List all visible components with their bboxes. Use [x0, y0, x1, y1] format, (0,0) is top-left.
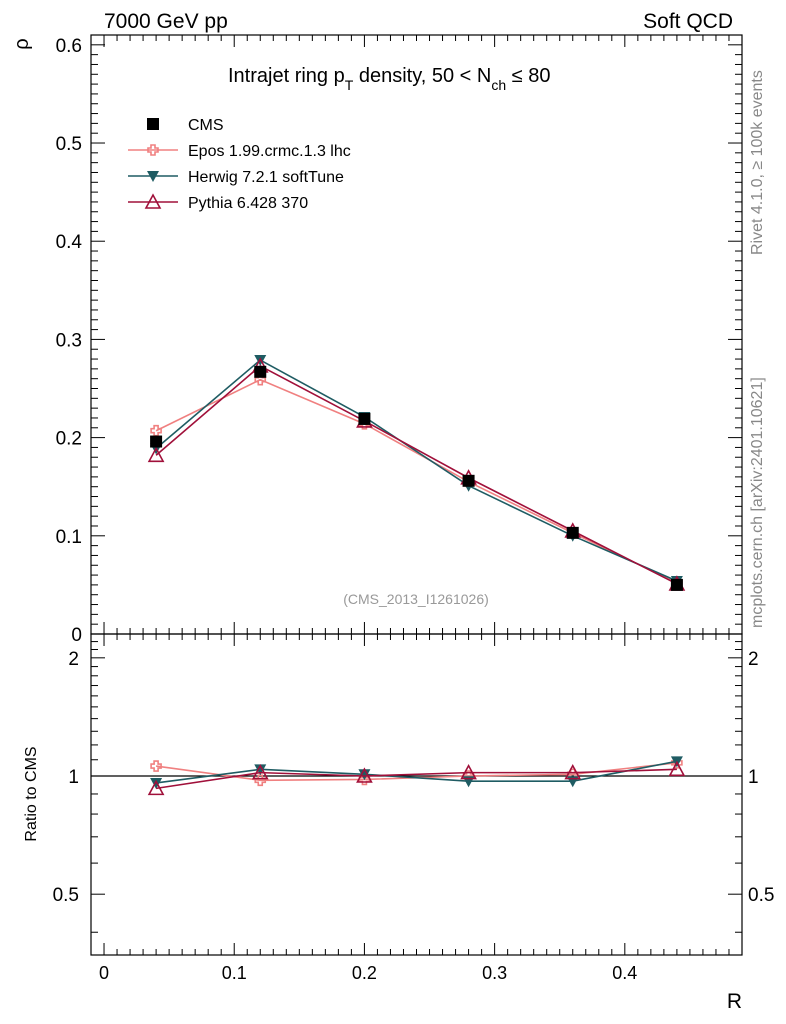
y-tick-label: 0.5: [56, 134, 82, 155]
ratio-y-axis-label: Ratio to CMS: [23, 746, 40, 841]
ratio-point-pythia-6-428-370: [460, 763, 477, 780]
data-point-cms: [358, 412, 371, 425]
x-tick-label: 0.4: [612, 963, 637, 983]
series-layer: [147, 355, 686, 796]
data-point-cms: [670, 578, 683, 591]
x-tick-label: 0.2: [352, 963, 377, 983]
ratio-tick-label-left: 2: [68, 649, 79, 670]
ratio-point-pythia-6-428-370: [251, 763, 269, 780]
y-tick-label: 0.1: [56, 527, 82, 548]
legend-label-herwig-7-2-1-softtune: Herwig 7.2.1 softTune: [188, 169, 344, 186]
axes-layer: 0 0.1 0.2 0.3 0.4 0 0.1 0.2 0.3 0.4 0.5 0.6 0.5 0.5 1 1…: [53, 35, 774, 983]
legend-entry-pythia-6-428-370: Pythia 6.428 370: [128, 193, 308, 212]
legend-label-cms: CMS: [188, 117, 224, 134]
ratio-tick-label-left: 0.5: [53, 885, 79, 906]
legend-marker-cms: [147, 118, 159, 130]
legend-marker-herwig-7-2-1-softtune: [147, 171, 159, 182]
data-point-cms: [566, 526, 579, 539]
process-label: Soft QCD: [643, 10, 733, 33]
data-point-pythia-6-428-370: [147, 446, 165, 463]
series-pythia-6-428-370: [147, 357, 686, 796]
data-point-cms: [254, 365, 267, 378]
ratio-line-herwig-7-2-1-softtune: [155, 760, 678, 784]
y-tick-label: 0.2: [56, 429, 82, 450]
title-part-3: ≤ 80: [506, 65, 550, 87]
legend-marker-epos-1-99-crmc-1-3-lhc: [147, 144, 159, 156]
data-point-cms: [462, 474, 475, 487]
ratio-point-herwig-7-2-1-softtune: [358, 769, 371, 781]
ratio-point-epos-1-99-crmc-1-3-lhc-shape: [150, 760, 162, 772]
ratio-tick-label-right: 2: [748, 649, 759, 670]
series-line-pythia-6-428-370: [155, 364, 678, 585]
ratio-point-pythia-6-428-370: [668, 760, 686, 777]
title-sub-t: T: [345, 77, 354, 93]
legend-entry-cms: CMS: [147, 117, 224, 134]
ratio-line-pythia-6-428-370: [155, 768, 677, 790]
y-tick-label: 0: [71, 625, 82, 646]
y-tick-label: 0.3: [56, 330, 82, 351]
legend-entry-epos-1-99-crmc-1-3-lhc: Epos 1.99.crmc.1.3 lhc: [128, 143, 351, 160]
legend-marker-epos-1-99-crmc-1-3-lhc-shape: [147, 144, 159, 156]
x-tick-label: 0.3: [482, 963, 507, 983]
legend: CMS Epos 1.99.crmc.1.3 lhc Herwig 7.2.1 so…: [128, 117, 351, 212]
y-tick-label: 0.6: [56, 36, 82, 57]
energy-label: 7000 GeV pp: [104, 10, 228, 33]
ratio-panel-frame: [90, 633, 743, 956]
series-herwig-7-2-1-softtune: [150, 355, 683, 789]
series-epos-1-99-crmc-1-3-lhc: [150, 373, 683, 787]
x-tick-label: 0: [99, 963, 109, 983]
title-part-1: Intrajet ring p: [228, 65, 345, 87]
legend-label-pythia-6-428-370: Pythia 6.428 370: [188, 195, 308, 212]
ratio-tick-label-right: 1: [748, 767, 759, 788]
ratio-point-herwig-7-2-1-softtune: [254, 764, 267, 776]
ratio-tick-label-left: 1: [68, 767, 79, 788]
x-tick-label: 0.1: [222, 963, 247, 983]
ratio-point-pythia-6-428-370: [564, 763, 582, 780]
series-cms: [150, 365, 683, 591]
data-point-cms: [150, 435, 163, 448]
ratio-point-pythia-6-428-370: [356, 767, 373, 783]
x-axis-label: R: [727, 990, 742, 1013]
ratio-point-herwig-7-2-1-softtune: [150, 777, 163, 789]
ratio-point-pythia-6-428-370: [147, 779, 165, 796]
y-tick-label: 0.4: [56, 232, 83, 253]
ratio-point-epos-1-99-crmc-1-3-lhc: [150, 760, 162, 772]
title-sub-ch: ch: [491, 77, 506, 93]
ratio-tick-label-right: 0.5: [748, 885, 774, 906]
mcplots-label: mcplots.cern.ch [arXiv:2401.10621]: [749, 377, 766, 628]
title-part-2: density, 50 < N: [353, 65, 491, 87]
main-y-axis-label: ρ: [11, 38, 33, 49]
chart-title: Intrajet ring pT density, 50 < Nch ≤ 80: [228, 65, 550, 93]
series-line-epos-1-99-crmc-1-3-lhc: [155, 378, 678, 584]
legend-label-epos-1-99-crmc-1-3-lhc: Epos 1.99.crmc.1.3 lhc: [188, 143, 351, 160]
legend-entry-herwig-7-2-1-softtune: Herwig 7.2.1 softTune: [128, 169, 344, 186]
legend-marker-pythia-6-428-370: [144, 193, 162, 209]
analysis-id: (CMS_2013_I1261026): [343, 591, 489, 607]
series-line-herwig-7-2-1-softtune: [155, 359, 678, 582]
rivet-version-label: Rivet 4.1.0, ≥ 100k events: [749, 70, 766, 255]
